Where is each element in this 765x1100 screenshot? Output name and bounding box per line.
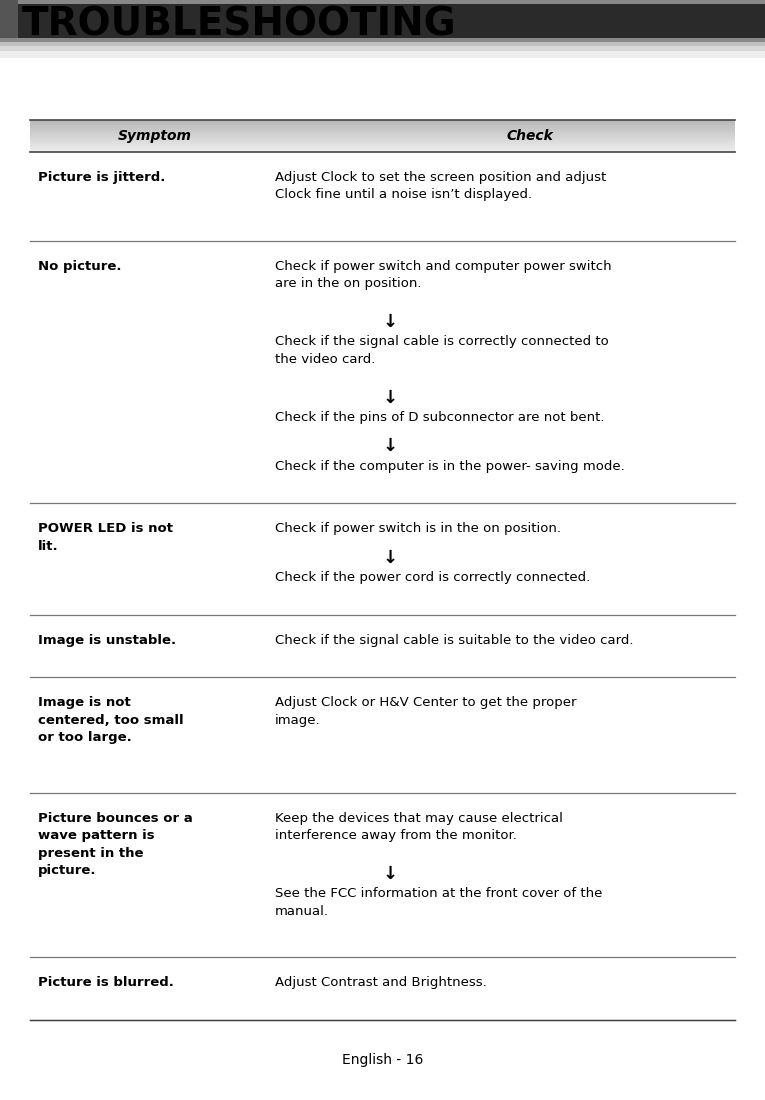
Bar [30, 147, 735, 148]
Text: Picture is jitterd.: Picture is jitterd. [38, 170, 165, 184]
Bar [0, 0, 765, 4]
Bar [30, 122, 735, 123]
Text: Check if power switch is in the on position.: Check if power switch is in the on posit… [275, 522, 561, 536]
Text: Keep the devices that may cause electrical
interference away from the monitor.: Keep the devices that may cause electric… [275, 812, 563, 843]
Text: Adjust Clock or H&V Center to get the proper
image.: Adjust Clock or H&V Center to get the pr… [275, 696, 577, 727]
Bar [30, 136, 735, 138]
Text: English - 16: English - 16 [342, 1053, 423, 1067]
Bar [0, 0, 765, 39]
Bar [30, 145, 735, 147]
Text: Check if the pins of D subconnector are not bent.: Check if the pins of D subconnector are … [275, 410, 604, 424]
Bar [30, 144, 735, 145]
Text: Adjust Clock to set the screen position and adjust
Clock fine until a noise isn’: Adjust Clock to set the screen position … [275, 170, 606, 201]
Bar [30, 142, 735, 144]
Bar [0, 42, 765, 46]
Bar [30, 124, 735, 126]
Bar [30, 141, 735, 142]
Text: Check if the signal cable is suitable to the video card.: Check if the signal cable is suitable to… [275, 634, 633, 647]
Text: Adjust Contrast and Brightness.: Adjust Contrast and Brightness. [275, 977, 487, 989]
Text: POWER LED is not
lit.: POWER LED is not lit. [38, 522, 173, 552]
Bar [0, 39, 765, 42]
Text: No picture.: No picture. [38, 260, 122, 273]
Text: Check if the signal cable is correctly connected to
the video card.: Check if the signal cable is correctly c… [275, 336, 609, 366]
Bar [30, 120, 735, 122]
Bar [30, 133, 735, 134]
Text: Picture bounces or a
wave pattern is
present in the
picture.: Picture bounces or a wave pattern is pre… [38, 812, 193, 878]
Text: Image is unstable.: Image is unstable. [38, 634, 176, 647]
Bar [0, 0, 18, 58]
Bar [30, 148, 735, 151]
Bar [30, 140, 735, 141]
Bar [0, 52, 765, 58]
Bar [0, 51, 765, 58]
Bar [0, 46, 765, 51]
Text: Picture is blurred.: Picture is blurred. [38, 977, 174, 989]
Bar [30, 128, 735, 130]
Bar [0, 4, 765, 38]
Text: Image is not
centered, too small
or too large.: Image is not centered, too small or too … [38, 696, 184, 744]
Bar [0, 39, 765, 45]
Bar [30, 126, 735, 128]
Text: Check if power switch and computer power switch
are in the on position.: Check if power switch and computer power… [275, 260, 612, 290]
Bar [30, 134, 735, 136]
Text: TROUBLESHOOTING: TROUBLESHOOTING [22, 6, 457, 44]
Text: Symptom: Symptom [118, 129, 192, 143]
Bar [30, 151, 735, 152]
Text: ↓: ↓ [382, 314, 398, 331]
Bar [30, 123, 735, 124]
Text: ↓: ↓ [382, 388, 398, 407]
Bar [30, 130, 735, 131]
Text: ↓: ↓ [382, 549, 398, 566]
Text: See the FCC information at the front cover of the
manual.: See the FCC information at the front cov… [275, 888, 602, 917]
Text: ↓: ↓ [382, 865, 398, 883]
Text: Check if the computer is in the power- saving mode.: Check if the computer is in the power- s… [275, 460, 625, 473]
Bar [0, 45, 765, 52]
Bar [30, 131, 735, 133]
Text: Check if the power cord is correctly connected.: Check if the power cord is correctly con… [275, 571, 591, 584]
Text: ↓: ↓ [382, 438, 398, 455]
Bar [30, 138, 735, 140]
Text: Check: Check [506, 129, 553, 143]
